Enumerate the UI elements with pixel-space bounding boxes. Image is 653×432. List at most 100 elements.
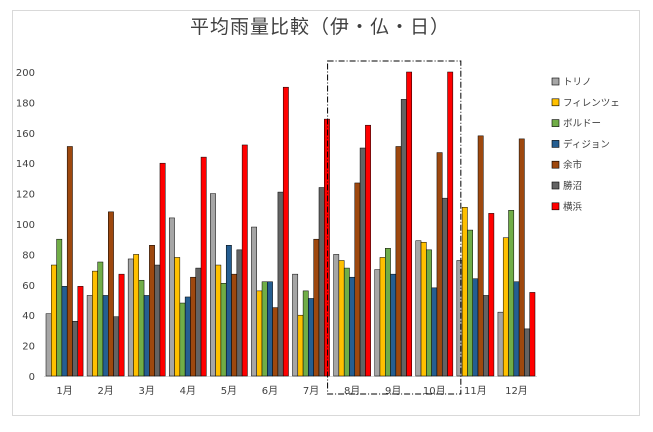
legend-swatch-2 <box>551 98 560 107</box>
legend-label-6: 勝沼 <box>563 180 582 192</box>
bar-2-11月 <box>461 207 468 377</box>
x-tick-label: 3月 <box>139 385 155 397</box>
y-tick-label: 160 <box>16 129 35 140</box>
y-tick-label: 100 <box>16 220 35 231</box>
bar-4-2月 <box>102 295 109 377</box>
bar-6-7月 <box>318 187 325 377</box>
bar-5-12月 <box>518 138 525 377</box>
bar-2-10月 <box>420 241 427 377</box>
x-tick-label: 10月 <box>423 385 446 397</box>
bar-5-7月 <box>313 238 320 377</box>
bar-3-11月 <box>467 229 473 377</box>
bar-6-8月 <box>359 147 366 377</box>
bar-2-9月 <box>379 257 386 377</box>
x-tick-label: 1月 <box>56 385 72 397</box>
legend-label-7: 横浜 <box>563 201 583 213</box>
bar-6-3月 <box>154 264 161 377</box>
bar-7-6月 <box>282 86 289 377</box>
highlight-box <box>327 60 462 395</box>
bar-2-7月 <box>297 314 304 377</box>
legend-swatch-7 <box>551 202 560 211</box>
bar-5-11月 <box>477 135 484 377</box>
bar-1-4月 <box>168 217 175 377</box>
x-tick-label: 7月 <box>303 385 319 397</box>
y-tick-label: 140 <box>16 159 35 170</box>
bar-3-6月 <box>261 281 268 377</box>
legend-swatch-5 <box>551 160 560 169</box>
bar-5-8月 <box>354 182 361 377</box>
bar-4-8月 <box>349 276 356 377</box>
bar-3-9月 <box>385 248 391 377</box>
bar-3-4月 <box>179 302 186 377</box>
legend-label-5: 余市 <box>563 159 583 171</box>
legend-label-2: フィレンツェ <box>563 98 620 109</box>
bar-3-2月 <box>97 261 104 377</box>
bar-4-1月 <box>61 286 68 377</box>
bar-1-3月 <box>127 258 134 377</box>
legend-swatch-3 <box>551 119 560 127</box>
bar-5-2月 <box>108 211 114 377</box>
bar-1-10月 <box>415 240 422 377</box>
bar-7-10月 <box>447 71 454 377</box>
bar-7-12月 <box>529 292 536 377</box>
bar-1-7月 <box>292 273 299 377</box>
y-tick-label: 200 <box>16 68 35 79</box>
y-tick-label: 60 <box>22 281 35 292</box>
chart-title: 平均雨量比較（伊・仏・日） <box>189 16 450 38</box>
bar-3-8月 <box>343 267 350 377</box>
bar-1-2月 <box>86 295 93 377</box>
bar-4-6月 <box>267 281 273 377</box>
legend-swatch-4 <box>551 140 560 148</box>
bar-6-10月 <box>441 197 448 377</box>
bar-5-4月 <box>190 276 196 377</box>
bar-3-5月 <box>220 283 227 377</box>
y-tick-label: 0 <box>29 372 35 383</box>
bar-2-12月 <box>502 237 509 377</box>
bar-4-9月 <box>390 273 397 377</box>
bar-6-12月 <box>524 328 530 377</box>
x-tick-label: 5月 <box>221 385 237 397</box>
legend-swatch-1 <box>551 77 560 86</box>
y-tick-label: 120 <box>16 190 35 201</box>
bar-7-2月 <box>118 273 125 377</box>
bar-2-6月 <box>256 290 263 377</box>
bar-6-2月 <box>113 316 120 377</box>
bar-6-9月 <box>400 99 407 377</box>
bar-6-4月 <box>195 267 202 377</box>
bar-1-12月 <box>497 311 504 377</box>
bar-7-11月 <box>488 213 495 377</box>
bar-3-3月 <box>138 279 145 377</box>
bar-6-1月 <box>72 321 79 377</box>
y-tick-label: 180 <box>16 98 35 109</box>
bar-2-5月 <box>215 264 222 377</box>
bar-7-9月 <box>406 71 413 377</box>
bar-7-4月 <box>200 156 207 377</box>
bar-1-6月 <box>251 226 257 377</box>
bar-2-3月 <box>133 254 140 377</box>
y-tick-label: 20 <box>22 342 35 353</box>
bar-7-8月 <box>365 124 371 377</box>
bar-5-9月 <box>395 146 402 377</box>
bar-1-5月 <box>210 193 216 377</box>
bar-7-1月 <box>77 286 84 377</box>
bar-5-6月 <box>272 307 279 377</box>
bar-7-5月 <box>241 144 248 377</box>
x-tick-label: 6月 <box>262 385 278 397</box>
bar-6-6月 <box>277 191 284 377</box>
bar-2-8月 <box>338 260 345 377</box>
axes: 0 20 40 60 80 100 120 140 160 180 200 1月 2月 3月 4月 5月 6月 7… <box>16 68 537 397</box>
bar-5-5月 <box>231 273 238 377</box>
bars <box>45 71 536 377</box>
bar-5-1月 <box>66 146 73 377</box>
x-tick-label: 9月 <box>385 385 401 397</box>
x-tick-label: 12月 <box>505 385 528 397</box>
bar-1-9月 <box>374 269 381 377</box>
legend-label-1: トリノ <box>563 77 592 88</box>
bar-2-4月 <box>174 257 181 377</box>
bar-6-11月 <box>483 295 489 377</box>
bar-3-7月 <box>302 290 309 377</box>
bar-3-12月 <box>508 210 515 377</box>
x-tick-label: 4月 <box>180 385 196 397</box>
bar-7-3月 <box>159 162 166 377</box>
